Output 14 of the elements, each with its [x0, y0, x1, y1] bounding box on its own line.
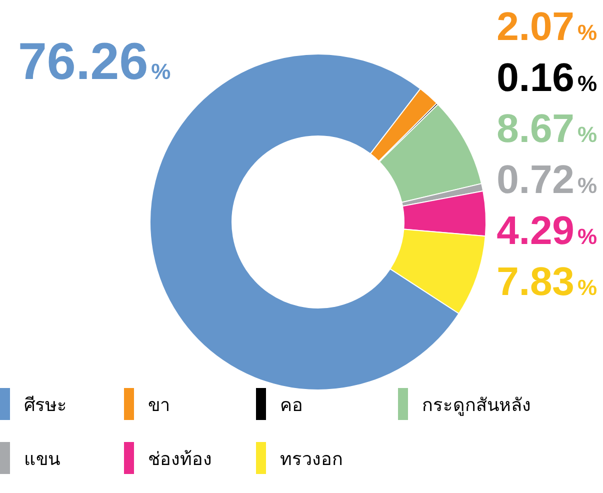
data-label: 8.67% — [496, 106, 597, 153]
legend-label: ทรวงอก — [280, 448, 343, 472]
data-label: 0.72% — [496, 157, 597, 204]
data-label: 7.83% — [496, 259, 597, 306]
data-label: 4.29% — [496, 208, 597, 255]
data-label: 2.07% — [496, 4, 597, 51]
legend-label: กระดูกสันหลัง — [422, 394, 531, 418]
legend-label: แขน — [24, 448, 60, 472]
legend-label: ช่องท้อง — [148, 448, 212, 472]
data-label: 76.26% — [18, 33, 171, 93]
legend-label: ขา — [148, 394, 170, 418]
legend-label: ศีรษะ — [24, 394, 67, 418]
data-label: 0.16% — [496, 55, 597, 102]
legend-label: คอ — [280, 394, 303, 418]
